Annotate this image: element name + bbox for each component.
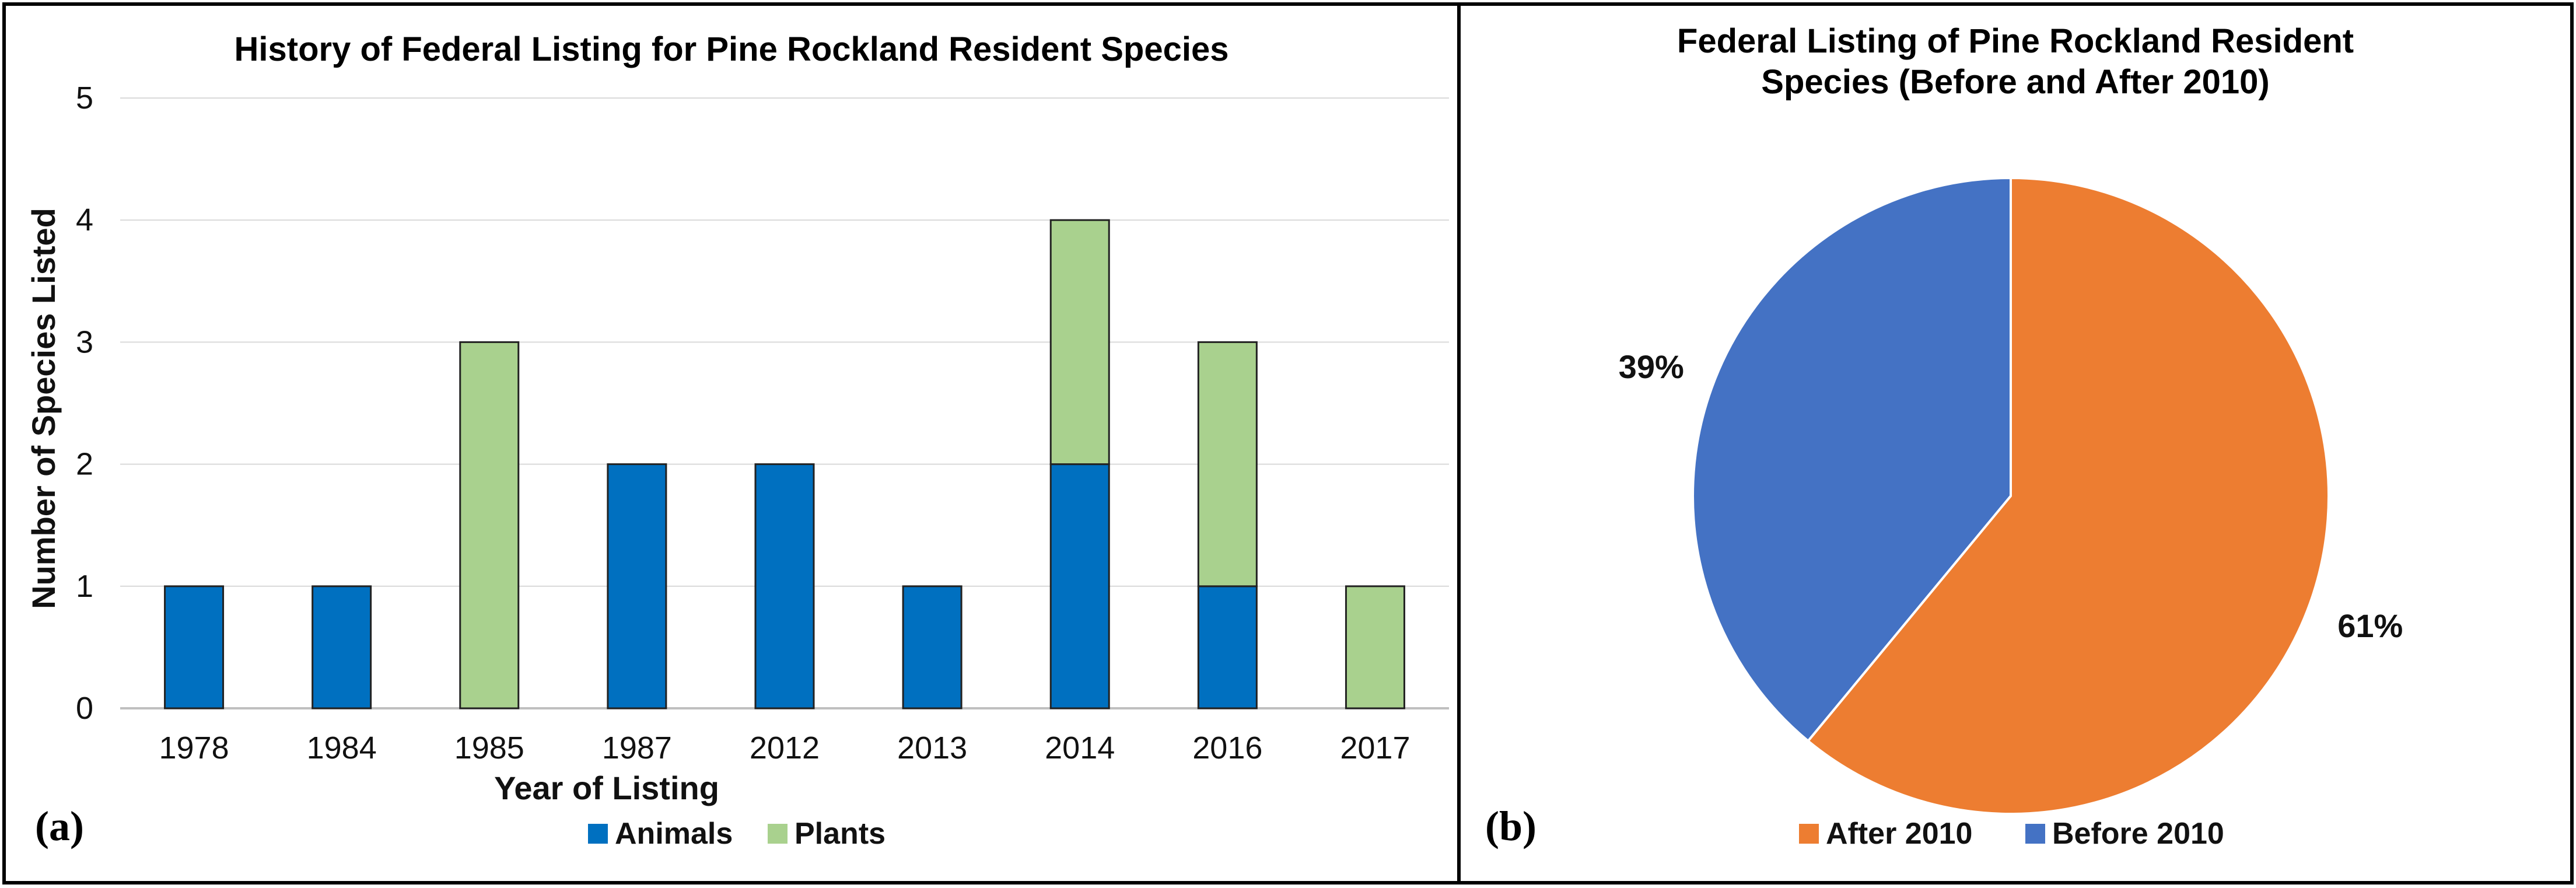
pie-data-labels: 61% 39% — [1619, 348, 2403, 644]
bar-x-tick-labels: 1978 1984 1985 1987 2012 2013 2014 2016 2017 — [159, 730, 1410, 765]
bar-chart-title: History of Federal Listing for Pine Rock… — [235, 30, 1229, 68]
pie-chart-panel: Federal Listing of Pine Rockland Residen… — [1457, 2, 2574, 884]
y-tick-label: 5 — [76, 81, 93, 116]
pie-slice-before-2010 — [1692, 176, 2012, 743]
legend-swatch-before-2010 — [2025, 824, 2045, 844]
bar-animals-1987 — [607, 463, 667, 709]
x-tick-label: 2017 — [1340, 730, 1410, 765]
pie-slice-after-2010 — [1806, 176, 2330, 815]
legend-label-animals: Animals — [615, 817, 733, 851]
legend-swatch-after-2010 — [1799, 824, 1819, 844]
bar-y-tick-labels: 0 1 2 3 4 5 — [76, 81, 93, 726]
bar-chart: History of Federal Listing for Pine Rock… — [25, 30, 1449, 851]
legend-label-before-2010: Before 2010 — [2052, 817, 2224, 851]
bar-chart-panel: History of Federal Listing for Pine Rock… — [2, 2, 1461, 884]
pie-legend: After 2010 Before 2010 — [1799, 817, 2224, 851]
panel-label-a: (a) — [35, 803, 84, 849]
x-tick-label: 2012 — [750, 730, 820, 765]
bar-plants-1985 — [459, 341, 520, 709]
x-tick-label: 1978 — [159, 730, 229, 765]
pie-data-label-before-2010: 39% — [1619, 348, 1684, 385]
legend-swatch-plants — [768, 824, 788, 844]
bar-animals-2014 — [1049, 463, 1110, 709]
bar-marks — [164, 219, 1405, 709]
bar-animals-2012 — [754, 463, 815, 709]
legend-swatch-animals — [588, 824, 608, 844]
bar-plants-2016 — [1197, 341, 1258, 588]
legend-label-plants: Plants — [794, 817, 886, 851]
bar-plants-2014 — [1049, 219, 1110, 466]
bar-plants-2017 — [1345, 585, 1405, 709]
y-tick-label: 3 — [76, 324, 93, 359]
legend-label-after-2010: After 2010 — [1826, 817, 1972, 851]
x-tick-label: 1987 — [602, 730, 672, 765]
x-tick-label: 2013 — [897, 730, 967, 765]
pie-slices — [1692, 176, 2330, 815]
panel-label-b: (b) — [1485, 803, 1536, 849]
bar-animals-2013 — [902, 585, 963, 709]
y-tick-label: 4 — [76, 202, 93, 237]
pie-title-line-2: Species (Before and After 2010) — [1761, 63, 2269, 101]
bar-animals-1984 — [312, 585, 372, 709]
pie-data-label-after-2010: 61% — [2337, 607, 2403, 644]
x-tick-label: 2014 — [1045, 730, 1115, 765]
x-tick-label: 1984 — [307, 730, 377, 765]
x-axis-label: Year of Listing — [494, 770, 719, 806]
y-tick-label: 0 — [76, 691, 93, 726]
x-tick-label: 2016 — [1192, 730, 1262, 765]
pie-title-line-1: Federal Listing of Pine Rockland Residen… — [1677, 22, 2354, 60]
bar-animals-1978 — [164, 585, 225, 709]
bar-legend: Animals Plants — [588, 817, 886, 851]
x-tick-label: 1985 — [454, 730, 524, 765]
y-tick-label: 1 — [76, 569, 93, 604]
pie-chart: Federal Listing of Pine Rockland Residen… — [1485, 22, 2403, 851]
y-axis-label: Number of Species Listed — [25, 208, 62, 609]
bar-animals-2016 — [1197, 585, 1258, 709]
y-tick-label: 2 — [76, 447, 93, 482]
